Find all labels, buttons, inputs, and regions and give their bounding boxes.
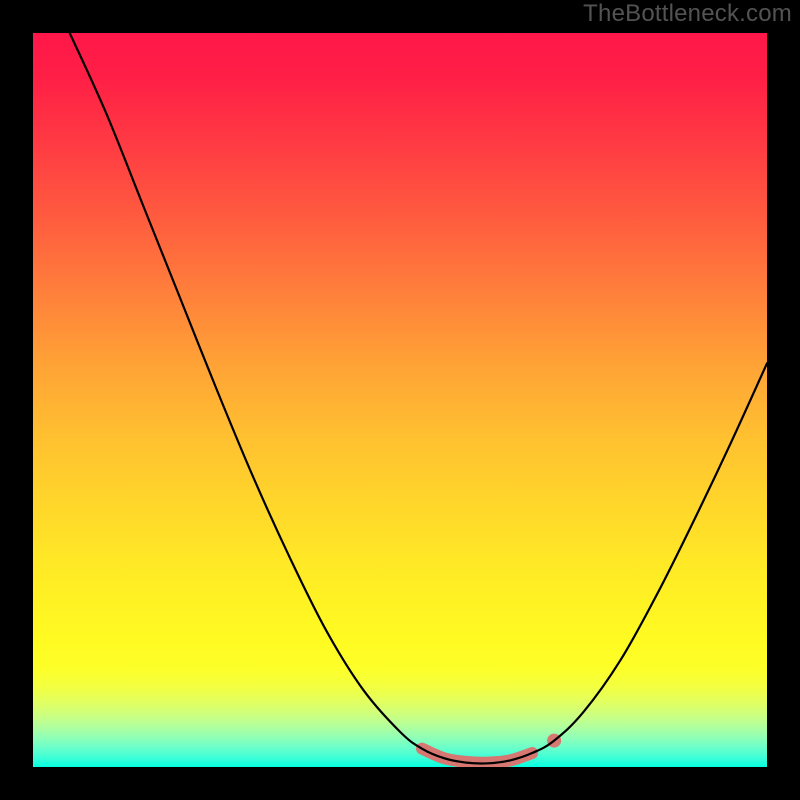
gradient-background <box>33 33 767 767</box>
bottleneck-curve-chart <box>33 33 767 767</box>
watermark-label: TheBottleneck.com <box>583 0 792 28</box>
chart-frame: TheBottleneck.com <box>0 0 800 800</box>
plot-area <box>33 33 767 767</box>
